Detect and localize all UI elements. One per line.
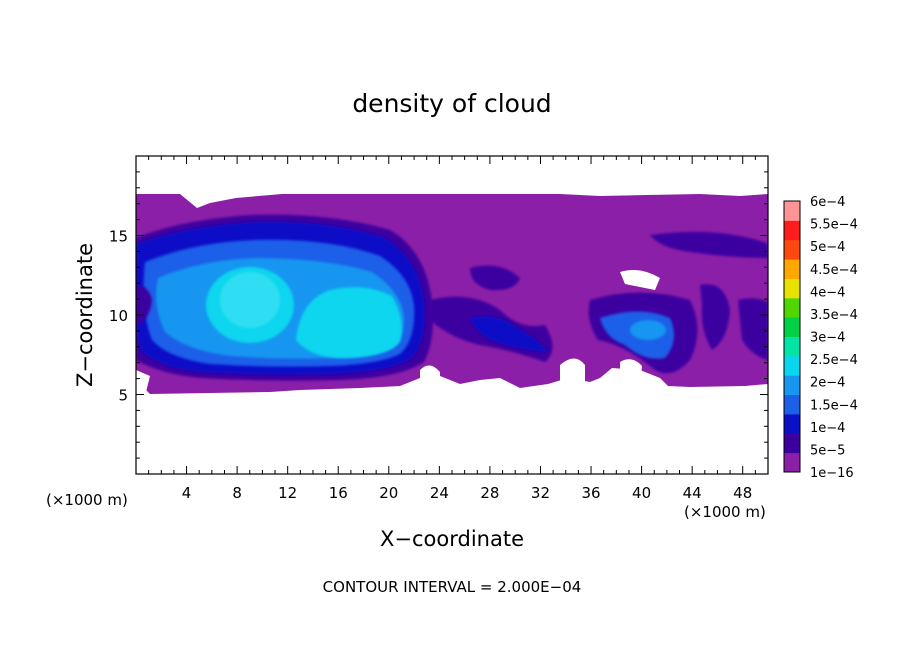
colorbar-label: 1e−16 — [810, 466, 854, 481]
y-axis: 5 10 15 — [109, 171, 768, 459]
x-tick-label: 32 — [531, 484, 550, 502]
x-tick-label: 24 — [430, 484, 449, 502]
colorbar-swatch — [784, 259, 800, 279]
colorbar-label: 6e−4 — [810, 195, 845, 210]
y-axis-unit: (×1000 m) — [46, 491, 128, 509]
colorbar-swatch — [784, 239, 800, 260]
colorbar-label: 1.5e−4 — [810, 398, 858, 413]
contour-region-level-4-right — [296, 287, 402, 359]
colorbar-label: 5.5e−4 — [810, 218, 858, 233]
colorbar-swatch — [784, 355, 800, 376]
colorbar-label: 3.5e−4 — [810, 308, 858, 323]
x-tick-label: 28 — [480, 484, 499, 502]
x-tick-label: 36 — [581, 484, 600, 502]
colorbar-swatch — [784, 278, 800, 299]
colorbar-swatch — [784, 317, 800, 337]
contour-field — [136, 194, 768, 394]
y-tick-label: 10 — [109, 307, 128, 325]
y-tick-label: 5 — [118, 387, 128, 405]
x-tick-label: 48 — [733, 484, 752, 502]
colorbar-swatch — [784, 452, 800, 473]
contour-interval-note: CONTOUR INTERVAL = 2.000E−04 — [323, 578, 582, 596]
colorbar-frame — [783, 200, 801, 473]
colorbar-label: 2.5e−4 — [810, 353, 858, 368]
colorbar-swatch — [784, 336, 800, 357]
colorbar: 1e−16 5e−5 1e−4 1.5e−4 2e−4 2.5e−4 3e−4 3.5e−4 4… — [783, 195, 858, 481]
colorbar-swatch — [784, 375, 800, 396]
x-axis-unit: (×1000 m) — [684, 503, 766, 521]
x-tick-label: 16 — [329, 484, 348, 502]
x-tick-label: 44 — [683, 484, 702, 502]
colorbar-swatch — [784, 201, 800, 221]
chart-title: density of cloud — [352, 89, 551, 118]
x-axis-title: X−coordinate — [380, 527, 524, 551]
colorbar-label: 2e−4 — [810, 376, 845, 391]
colorbar-label: 4e−4 — [810, 285, 845, 300]
x-tick-label: 20 — [379, 484, 398, 502]
colorbar-label: 1e−4 — [810, 421, 845, 436]
colorbar-swatch — [784, 297, 800, 318]
y-tick-label: 15 — [109, 228, 128, 246]
colorbar-label: 4.5e−4 — [810, 263, 858, 278]
x-tick-label: 8 — [232, 484, 242, 502]
colorbar-swatch — [784, 220, 800, 241]
x-axis: 4 8 12 16 20 24 28 32 36 40 44 48 — [148, 156, 756, 502]
colorbar-swatch — [784, 433, 800, 454]
colorbar-swatch — [784, 394, 800, 415]
colorbar-label: 3e−4 — [810, 331, 845, 346]
y-axis-title: Z−coordinate — [73, 243, 97, 387]
colorbar-swatch — [784, 413, 800, 434]
x-tick-label: 40 — [632, 484, 651, 502]
colorbar-label: 5e−4 — [810, 240, 845, 255]
x-tick-label: 12 — [278, 484, 297, 502]
x-tick-label: 4 — [182, 484, 192, 502]
colorbar-label: 5e−5 — [810, 443, 845, 458]
